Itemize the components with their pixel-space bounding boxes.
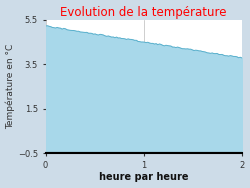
- Title: Evolution de la température: Evolution de la température: [60, 6, 227, 19]
- Y-axis label: Température en °C: Température en °C: [6, 44, 15, 129]
- X-axis label: heure par heure: heure par heure: [99, 172, 188, 182]
